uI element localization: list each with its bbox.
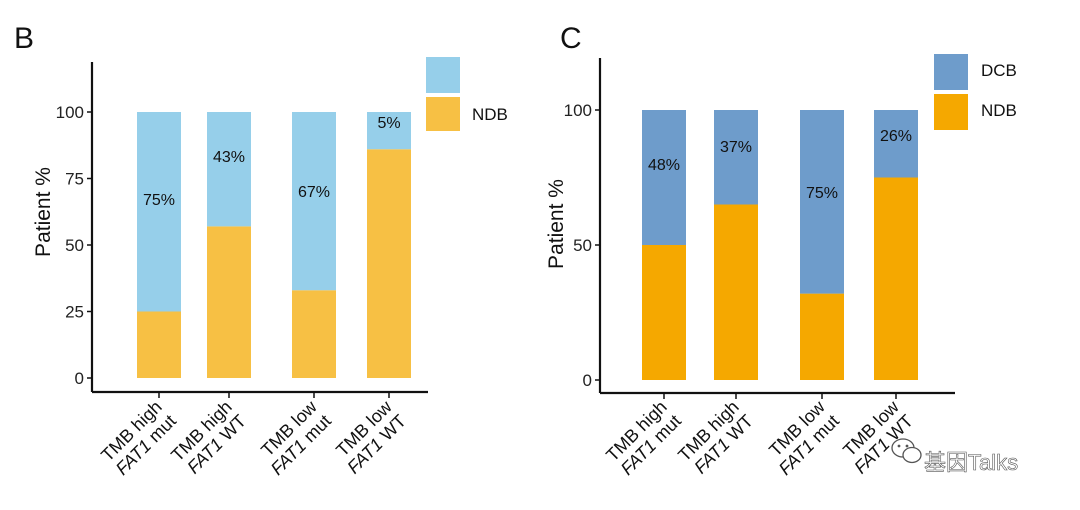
bar-ndb-3 — [800, 293, 844, 380]
watermark: 基因Talks — [891, 438, 1018, 475]
data-label-3: 75% — [806, 185, 838, 202]
x-category-label: TMB lowFAT1 WT — [836, 396, 918, 478]
x-category-label: TMB highFAT1 mut — [97, 397, 180, 480]
bar-top-4 — [367, 112, 411, 150]
x-category-label: TMB highFAT1 mut — [602, 397, 685, 480]
y-tick-label: 25 — [65, 303, 84, 322]
data-label-2: 43% — [213, 149, 245, 166]
bar-top-1 — [642, 110, 686, 245]
y-tick-label: 0 — [583, 371, 592, 390]
y-tick-label: 50 — [65, 236, 84, 255]
legend-label-top: DCB — [981, 61, 1017, 80]
y-tick-label: 50 — [573, 236, 592, 255]
data-label-2: 37% — [720, 139, 752, 156]
legend-label-bottom: NDB — [981, 101, 1017, 120]
watermark-text: 基因Talks — [924, 450, 1018, 475]
data-label-1: 75% — [143, 192, 175, 209]
data-label-3: 67% — [298, 184, 330, 201]
legend-swatch-bottom — [934, 94, 968, 130]
legend-swatch-bottom — [426, 97, 460, 131]
bar-top-3 — [800, 110, 844, 294]
bar-top-4 — [874, 110, 918, 178]
bar-ndb-3 — [292, 290, 336, 378]
bar-top-3 — [292, 112, 336, 291]
panel-label: C — [560, 22, 582, 55]
x-category-label: TMB highFAT1 WT — [167, 397, 250, 480]
y-tick-label: 75 — [65, 170, 84, 189]
x-category-label: TMB highFAT1 WT — [674, 397, 757, 480]
bar-ndb-2 — [207, 226, 251, 378]
bar-ndb-4 — [367, 149, 411, 378]
legend-swatch-top — [934, 54, 968, 90]
bar-ndb-2 — [714, 204, 758, 380]
x-category-label: TMB lowFAT1 mut — [253, 396, 336, 479]
bar-ndb-1 — [137, 311, 181, 378]
data-label-4: 26% — [880, 128, 912, 145]
panel-label: B — [14, 22, 34, 55]
legend-label-bottom: NDB — [472, 105, 508, 124]
bar-top-2 — [207, 112, 251, 227]
y-tick-label: 100 — [564, 101, 592, 120]
bar-ndb-1 — [642, 245, 686, 380]
data-label-1: 48% — [648, 157, 680, 174]
legend-swatch-top — [426, 57, 460, 93]
y-axis-title: Patient % — [545, 179, 568, 269]
x-category-label: TMB lowFAT1 mut — [761, 396, 844, 479]
wechat-icon — [891, 438, 922, 464]
y-tick-label: 100 — [56, 103, 84, 122]
bar-top-2 — [714, 110, 758, 205]
data-label-4: 5% — [377, 115, 400, 132]
bar-ndb-4 — [874, 177, 918, 380]
bar-top-1 — [137, 112, 181, 312]
y-axis-title: Patient % — [32, 167, 55, 257]
x-category-label: TMB lowFAT1 WT — [329, 396, 411, 478]
y-tick-label: 0 — [75, 369, 84, 388]
